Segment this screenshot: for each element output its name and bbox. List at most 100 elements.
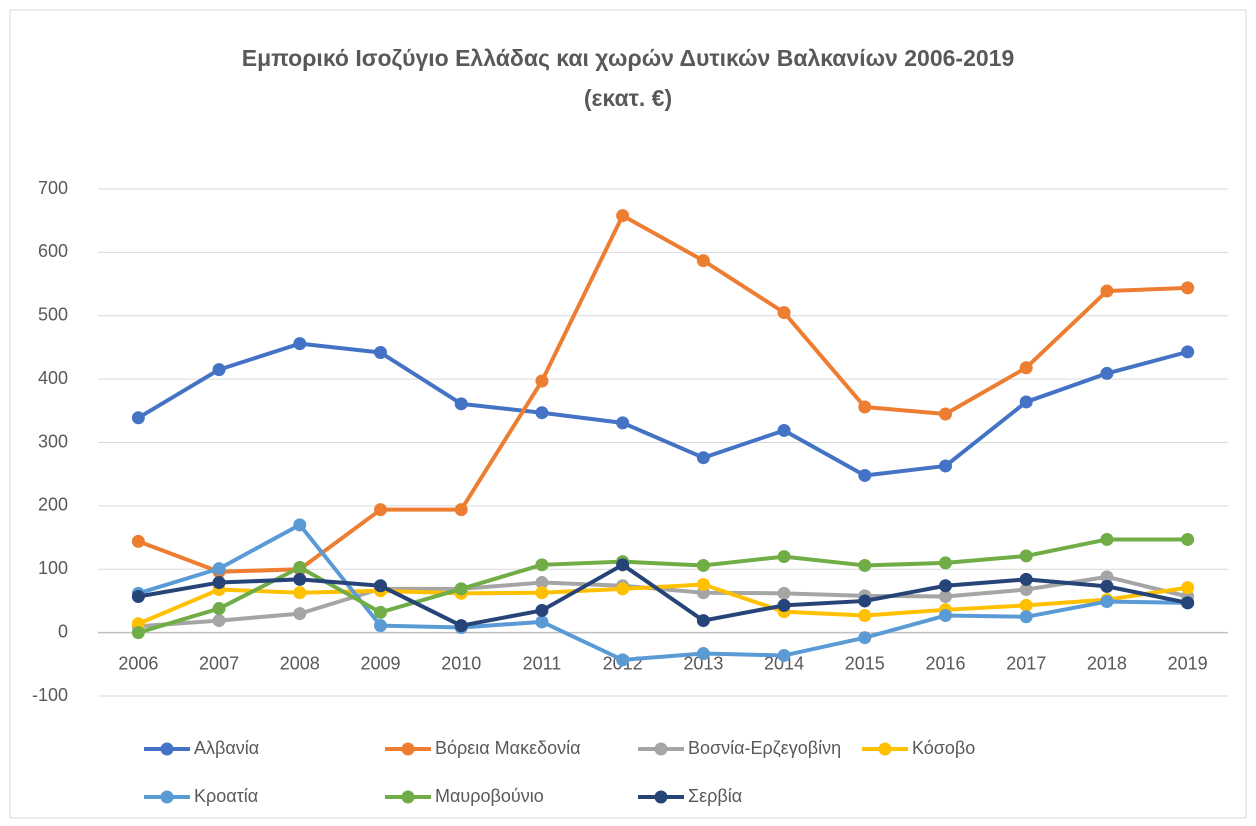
data-point <box>777 598 791 612</box>
x-tick-label: 2019 <box>1168 653 1208 673</box>
data-point <box>939 556 952 570</box>
data-point <box>293 572 307 586</box>
legend-marker <box>401 790 415 804</box>
x-tick-label: 2016 <box>925 653 965 673</box>
series-line <box>137 582 1188 626</box>
data-point <box>616 416 630 430</box>
data-point <box>535 576 549 590</box>
data-point <box>858 468 872 482</box>
data-point <box>1100 579 1114 593</box>
data-point <box>1019 361 1033 375</box>
data-point <box>212 614 226 628</box>
y-tick-label: -100 <box>32 685 68 705</box>
x-tick-label: 2017 <box>1006 653 1046 673</box>
y-tick-label: 500 <box>38 305 68 325</box>
data-point <box>858 609 872 623</box>
data-point <box>1019 572 1033 586</box>
data-point <box>858 400 872 414</box>
data-point <box>454 582 468 596</box>
data-point <box>1019 549 1033 563</box>
data-point <box>939 459 952 473</box>
data-point <box>1181 596 1195 610</box>
data-point <box>293 586 307 600</box>
legend-label: Μαυροβούνιο <box>435 786 544 806</box>
data-point <box>1181 345 1195 359</box>
data-point <box>374 503 387 517</box>
data-point <box>777 648 791 662</box>
data-point <box>696 254 710 268</box>
legend-label: Σερβία <box>688 786 742 806</box>
data-point <box>696 614 710 628</box>
data-point <box>777 306 791 320</box>
x-tick-label: 2015 <box>845 653 885 673</box>
data-point <box>454 503 468 517</box>
x-tick-label: 2011 <box>523 653 562 673</box>
series-line <box>137 213 1188 574</box>
data-point <box>777 423 791 437</box>
legend-marker <box>654 742 668 756</box>
data-point <box>131 626 145 640</box>
data-point <box>212 562 226 576</box>
legend-marker <box>401 742 415 756</box>
data-point <box>616 653 630 667</box>
data-point <box>696 647 710 661</box>
data-point <box>858 631 872 645</box>
legend-label: Βοσνία-Ερζεγοβίνη <box>688 738 841 758</box>
legend-marker <box>160 742 174 756</box>
legend-marker <box>160 790 174 804</box>
data-point <box>293 560 307 574</box>
chart-title: Εμπορικό Ισοζύγιο Ελλάδας και χωρών Δυτι… <box>242 45 1014 71</box>
data-point <box>1019 598 1033 612</box>
x-tick-label: 2008 <box>280 653 320 673</box>
legend-label: Βόρεια Μακεδονία <box>435 738 581 758</box>
data-point <box>1181 581 1195 595</box>
series-line <box>138 574 1189 629</box>
legend-label: Κροατία <box>194 786 258 806</box>
data-point <box>535 406 549 420</box>
data-point <box>939 579 952 593</box>
data-point <box>212 363 226 377</box>
data-point <box>1100 595 1114 609</box>
legend-label: Αλβανία <box>194 738 259 758</box>
data-point <box>1181 281 1195 295</box>
data-point <box>131 534 145 548</box>
y-tick-label: 0 <box>58 621 68 641</box>
y-tick-label: 600 <box>38 241 68 261</box>
series-line <box>137 537 1188 635</box>
data-point <box>1019 610 1033 624</box>
series-line <box>138 562 1189 628</box>
y-tick-label: 700 <box>38 178 68 198</box>
data-point <box>293 337 307 351</box>
x-tick-label: 2013 <box>683 653 723 673</box>
data-point <box>616 209 630 223</box>
data-point <box>777 586 791 600</box>
data-point <box>535 603 549 617</box>
data-point <box>939 407 952 421</box>
data-point <box>1019 583 1033 597</box>
data-point <box>374 619 387 633</box>
legend-marker <box>878 742 892 756</box>
data-point <box>1100 284 1114 298</box>
data-point <box>1181 532 1195 546</box>
series-line <box>137 522 1188 662</box>
x-tick-label: 2018 <box>1087 653 1127 673</box>
data-point <box>212 576 226 590</box>
x-tick-label: 2009 <box>360 653 400 673</box>
data-point <box>535 374 549 388</box>
data-point <box>777 550 791 564</box>
data-point <box>535 558 549 572</box>
x-tick-label: 2010 <box>441 653 481 673</box>
data-point <box>1100 532 1114 546</box>
data-point <box>616 558 630 572</box>
chart-title: (εκατ. €) <box>584 85 672 111</box>
data-point <box>1100 570 1114 584</box>
data-point <box>212 602 226 616</box>
data-point <box>696 558 710 572</box>
y-tick-label: 200 <box>38 495 68 515</box>
data-point <box>374 605 387 619</box>
data-point <box>616 582 630 596</box>
y-tick-label: 300 <box>38 431 68 451</box>
x-tick-label: 2007 <box>199 653 239 673</box>
data-point <box>939 590 952 604</box>
